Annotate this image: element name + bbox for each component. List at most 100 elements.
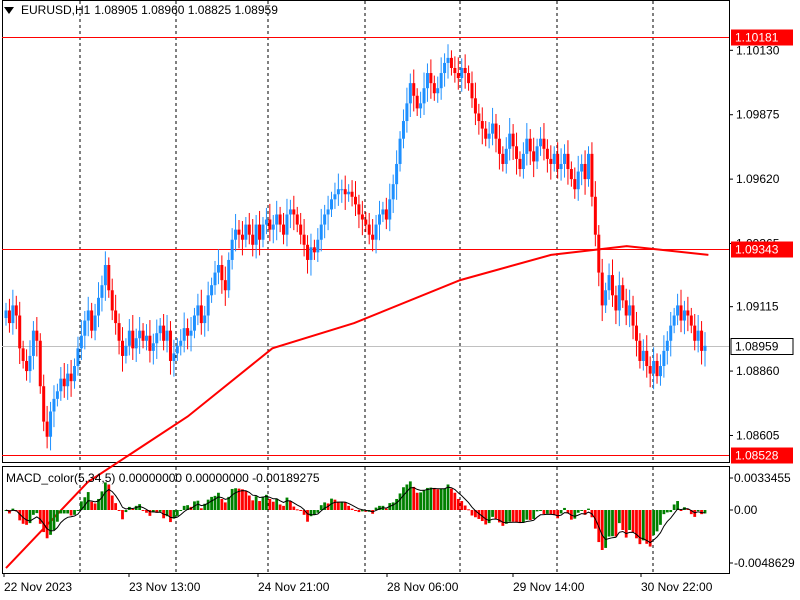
bull-candle <box>487 133 491 139</box>
bear-candle <box>223 280 227 291</box>
bear-candle <box>312 247 316 253</box>
macd-bar-up <box>504 510 508 524</box>
macd-bar-down <box>515 510 518 523</box>
bear-candle <box>621 285 625 301</box>
bear-candle <box>494 123 498 139</box>
bear-candle <box>597 234 601 273</box>
bull-candle <box>330 199 334 210</box>
macd-bar-up <box>35 510 39 514</box>
macd-bar-down <box>148 510 152 516</box>
macd-bar-up <box>429 487 433 510</box>
macd-tick-label: -0.0048629 <box>734 556 795 570</box>
bull-candle <box>395 163 399 185</box>
bear-candle <box>220 264 224 281</box>
macd-bar-down <box>278 504 282 510</box>
time-tick-label: 30 Nov 22:00 <box>641 580 713 594</box>
bull-candle <box>59 378 63 392</box>
bear-candle <box>384 209 388 220</box>
macd-bar-down <box>480 510 484 522</box>
macd-bar-down <box>282 505 285 510</box>
bear-candle <box>295 214 299 225</box>
bull-candle <box>216 264 220 273</box>
bull-candle <box>31 330 35 356</box>
macd-bar-down <box>121 510 124 520</box>
time-tick-label: 23 Nov 13:00 <box>129 580 201 594</box>
bull-candle <box>425 73 429 89</box>
bull-candle <box>4 310 8 319</box>
macd-bar-up <box>182 505 186 510</box>
bear-candle <box>186 328 190 336</box>
bull-candle <box>124 345 128 356</box>
bull-candle <box>672 315 676 326</box>
bull-candle <box>460 67 464 79</box>
macd-bar-down <box>453 492 457 510</box>
bear-candle <box>360 214 364 220</box>
macd-bar-up <box>446 484 450 510</box>
bull-candle <box>587 153 590 180</box>
bear-candle <box>14 305 18 316</box>
macd-bar-up <box>662 510 666 515</box>
bull-candle <box>336 189 340 195</box>
macd-bar-up <box>103 482 107 510</box>
macd-bar-up <box>659 510 662 525</box>
bull-candle <box>535 146 539 162</box>
bear-candle <box>247 224 251 235</box>
bear-candle <box>268 219 272 230</box>
bull-candle <box>192 315 196 331</box>
bull-candle <box>665 340 669 351</box>
macd-bar-up <box>179 510 183 511</box>
macd-bar-up <box>59 510 63 514</box>
bull-candle <box>408 83 412 104</box>
bear-candle <box>415 95 419 109</box>
macd-panel-frame <box>2 466 730 574</box>
bear-candle <box>624 300 628 316</box>
bear-candle <box>302 234 306 245</box>
macd-bar-down <box>333 499 337 510</box>
bear-candle <box>545 148 549 159</box>
macd-bar-up <box>340 501 344 510</box>
time-tick-label: 22 Nov 2023 <box>4 580 72 594</box>
macd-bar-down <box>635 510 638 539</box>
macd-bar-up <box>576 510 580 513</box>
bear-candle <box>258 224 262 240</box>
price-tick-label: 1.09620 <box>736 172 780 186</box>
macd-bar-down <box>631 510 635 533</box>
bear-candle <box>480 121 484 129</box>
macd-bar-up <box>573 510 577 519</box>
collapse-triangle-icon[interactable] <box>4 6 14 14</box>
bull-candle <box>316 239 320 253</box>
macd-bar-up <box>165 510 169 517</box>
bear-candle <box>655 360 659 377</box>
macd-bar-up <box>652 510 656 536</box>
level-price-label: 1.09343 <box>735 243 779 257</box>
bull-candle <box>391 184 395 200</box>
bull-candle <box>97 297 101 316</box>
bear-candle <box>21 348 25 361</box>
bull-candle <box>275 214 279 225</box>
bear-candle <box>121 340 124 356</box>
macd-bar-down <box>556 510 560 519</box>
bull-candle <box>264 219 268 225</box>
macd-bar-up <box>206 499 210 510</box>
macd-bar-down <box>600 510 604 550</box>
macd-bar-down <box>131 508 135 510</box>
level-price-tag <box>731 29 793 46</box>
macd-bar-up <box>391 502 395 510</box>
macd-bar-up <box>665 510 669 513</box>
bull-candle <box>662 350 666 367</box>
bear-candle <box>518 158 522 170</box>
bear-candle <box>131 330 135 349</box>
bull-candle <box>419 103 423 109</box>
bull-candle <box>285 214 289 235</box>
bull-candle <box>658 366 662 377</box>
macd-bar-up <box>52 510 56 530</box>
bull-candle <box>576 171 580 190</box>
bear-candle <box>114 310 118 324</box>
bear-candle <box>569 169 573 180</box>
macd-bar-up <box>138 504 142 510</box>
bull-candle <box>86 310 90 321</box>
macd-bar-down <box>288 501 292 510</box>
macd-bar-up <box>312 510 316 515</box>
moving-average-line <box>5 245 709 569</box>
macd-bar-up <box>83 497 87 510</box>
